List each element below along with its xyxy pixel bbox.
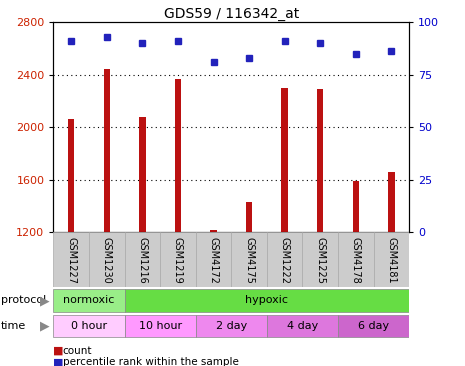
- Bar: [175, 79, 181, 232]
- Text: 10 hour: 10 hour: [139, 321, 182, 331]
- Text: hypoxic: hypoxic: [246, 295, 288, 306]
- Text: count: count: [63, 346, 92, 356]
- Text: 6 day: 6 day: [358, 321, 389, 331]
- Bar: [89, 232, 125, 287]
- Bar: [125, 289, 409, 312]
- Text: GSM4178: GSM4178: [351, 237, 361, 284]
- Bar: [160, 232, 196, 287]
- Bar: [53, 232, 89, 287]
- Bar: [388, 172, 395, 232]
- Bar: [338, 232, 374, 287]
- Bar: [68, 119, 74, 232]
- Text: GSM1225: GSM1225: [315, 237, 326, 284]
- Bar: [267, 315, 338, 337]
- Bar: [338, 315, 409, 337]
- Text: ■: ■: [53, 357, 64, 366]
- Text: ▶: ▶: [40, 320, 50, 333]
- Text: GSM1227: GSM1227: [66, 237, 76, 284]
- Bar: [53, 315, 125, 337]
- Bar: [303, 232, 338, 287]
- Text: 2 day: 2 day: [216, 321, 247, 331]
- Text: normoxic: normoxic: [63, 295, 115, 306]
- Text: GSM4175: GSM4175: [244, 237, 254, 284]
- Bar: [196, 315, 267, 337]
- Bar: [317, 89, 324, 232]
- Text: 4 day: 4 day: [287, 321, 318, 331]
- Bar: [352, 181, 359, 232]
- Text: ■: ■: [53, 346, 64, 356]
- Bar: [104, 69, 110, 232]
- Text: percentile rank within the sample: percentile rank within the sample: [63, 357, 239, 366]
- Text: GSM1230: GSM1230: [102, 237, 112, 284]
- Text: GSM4181: GSM4181: [386, 237, 397, 283]
- Title: GDS59 / 116342_at: GDS59 / 116342_at: [164, 7, 299, 21]
- Text: GSM1222: GSM1222: [279, 237, 290, 284]
- Text: ▶: ▶: [40, 294, 50, 307]
- Bar: [232, 232, 267, 287]
- Text: time: time: [1, 321, 26, 331]
- Bar: [246, 202, 252, 232]
- Bar: [125, 232, 160, 287]
- Bar: [210, 231, 217, 232]
- Text: protocol: protocol: [1, 295, 46, 306]
- Bar: [196, 232, 232, 287]
- Bar: [139, 117, 146, 232]
- Text: GSM4172: GSM4172: [208, 237, 219, 284]
- Text: 0 hour: 0 hour: [71, 321, 107, 331]
- Bar: [125, 315, 196, 337]
- Bar: [374, 232, 409, 287]
- Text: GSM1219: GSM1219: [173, 237, 183, 284]
- Text: GSM1216: GSM1216: [137, 237, 147, 284]
- Bar: [53, 289, 125, 312]
- Bar: [281, 88, 288, 232]
- Bar: [267, 232, 303, 287]
